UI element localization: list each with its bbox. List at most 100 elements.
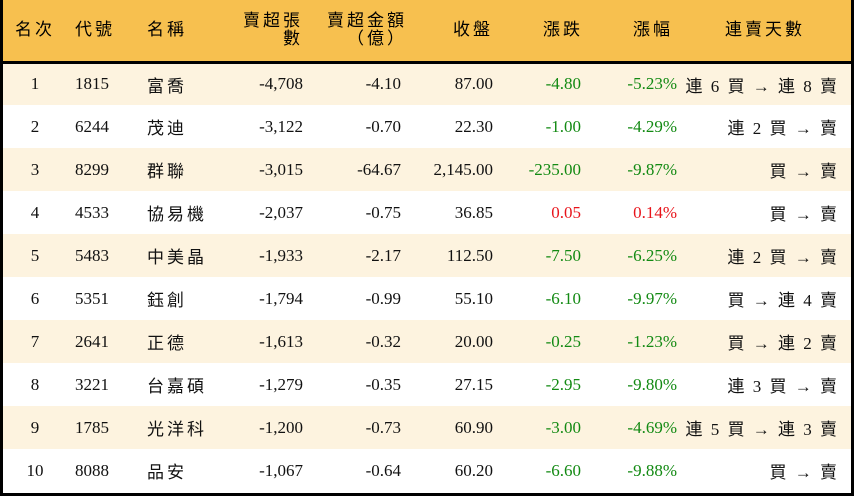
change-cell: -235.00	[528, 159, 581, 179]
rank-cell: 6	[30, 288, 40, 308]
change-cell: -3.00	[545, 417, 581, 437]
change-pct-cell: -1.23%	[627, 331, 677, 351]
table-row: 9 1785 光洋科 -1,200 -0.73 60.90 -3.00 -4.6…	[3, 406, 851, 449]
code-cell: 4533	[75, 202, 109, 222]
table-row: 8 3221 台嘉碩 -1,279 -0.35 27.15 -2.95 -9.8…	[3, 363, 851, 406]
name-cell: 茂迪	[147, 119, 187, 138]
table-row: 5 5483 中美晶 -1,933 -2.17 112.50 -7.50 -6.…	[3, 234, 851, 277]
name-cell: 群聯	[147, 162, 187, 181]
net-sell-lots-cell: -1,067	[259, 460, 303, 480]
net-sell-amount-cell: -2.17	[365, 245, 401, 265]
name-cell: 中美晶	[147, 248, 207, 267]
code-cell: 5351	[75, 288, 109, 308]
name-cell: 富喬	[147, 76, 187, 96]
streak-cell: 買 → 連 2 賣	[727, 334, 839, 353]
code-cell: 8299	[75, 159, 109, 179]
change-cell: -4.80	[545, 74, 581, 94]
change-cell: -1.00	[545, 116, 581, 136]
net-sell-amount-cell: -0.73	[365, 417, 401, 437]
close-cell: 55.10	[454, 288, 493, 308]
net-sell-lots-cell: -3,122	[259, 116, 303, 136]
streak-cell: 買 → 連 4 賣	[727, 291, 839, 310]
table-header-row: 名次 代號 名稱 賣超張數 賣超金額 （億） 收盤 漲跌 漲幅 連賣天數	[3, 0, 851, 64]
change-pct-cell: -9.97%	[627, 288, 677, 308]
change-pct-cell: -4.69%	[627, 417, 677, 437]
table-row: 3 8299 群聯 -3,015 -64.67 2,145.00 -235.00…	[3, 148, 851, 191]
net-sell-lots-cell: -4,708	[259, 74, 303, 94]
close-cell: 60.90	[454, 417, 493, 437]
net-sell-amount-cell: -0.75	[365, 202, 401, 222]
net-sell-lots-cell: -1,200	[259, 417, 303, 437]
net-sell-amount-cell: -0.70	[365, 116, 401, 136]
net-sell-lots-cell: -2,037	[259, 202, 303, 222]
streak-cell: 買 → 賣	[769, 463, 839, 482]
rank-cell: 4	[30, 202, 40, 222]
streak-cell: 連 2 買 → 賣	[727, 119, 839, 138]
header-change-pct: 漲幅	[589, 0, 679, 64]
streak-cell: 連 5 買 → 連 3 賣	[685, 420, 839, 439]
header-net-sell-amount: 賣超金額 （億）	[309, 0, 409, 64]
net-sell-amount-cell: -0.64	[365, 460, 401, 480]
table-row: 4 4533 協易機 -2,037 -0.75 36.85 0.05 0.14%…	[3, 191, 851, 234]
close-cell: 60.20	[454, 460, 493, 480]
streak-cell: 連 3 買 → 賣	[727, 377, 839, 396]
net-sell-lots-cell: -3,015	[259, 159, 303, 179]
header-streak: 連賣天數	[679, 0, 851, 64]
table-row: 6 5351 鈺創 -1,794 -0.99 55.10 -6.10 -9.97…	[3, 277, 851, 320]
change-cell: -7.50	[545, 245, 581, 265]
header-rank: 名次	[3, 0, 67, 64]
rank-cell: 5	[30, 245, 40, 265]
header-close: 收盤	[409, 0, 499, 64]
header-name: 名稱	[137, 0, 227, 64]
table-row: 10 8088 品安 -1,067 -0.64 60.20 -6.60 -9.8…	[3, 449, 851, 492]
code-cell: 2641	[75, 331, 109, 351]
change-pct-cell: -9.88%	[627, 460, 677, 480]
streak-cell: 買 → 賣	[769, 205, 839, 224]
change-pct-cell: -9.87%	[627, 159, 677, 179]
code-cell: 5483	[75, 245, 109, 265]
net-sell-lots-cell: -1,794	[259, 288, 303, 308]
close-cell: 22.30	[454, 116, 493, 136]
name-cell: 光洋科	[147, 420, 207, 439]
net-sell-lots-cell: -1,613	[259, 331, 303, 351]
change-cell: -6.10	[545, 288, 581, 308]
code-cell: 1785	[75, 417, 109, 437]
change-pct-cell: -5.23%	[627, 74, 677, 94]
net-sell-amount-cell: -64.67	[357, 159, 401, 179]
name-cell: 協易機	[147, 205, 207, 224]
code-cell: 3221	[75, 374, 109, 394]
header-code: 代號	[67, 0, 137, 64]
rank-cell: 1	[30, 74, 40, 94]
table-row: 7 2641 正德 -1,613 -0.32 20.00 -0.25 -1.23…	[3, 320, 851, 363]
name-cell: 品安	[147, 463, 187, 482]
table-row: 2 6244 茂迪 -3,122 -0.70 22.30 -1.00 -4.29…	[3, 105, 851, 148]
name-cell: 正德	[147, 334, 187, 353]
change-pct-cell: -6.25%	[627, 245, 677, 265]
net-sell-amount-cell: -0.32	[365, 331, 401, 351]
net-sell-amount-cell: -4.10	[365, 74, 401, 94]
change-cell: -6.60	[545, 460, 581, 480]
rank-cell: 9	[30, 417, 40, 437]
close-cell: 2,145.00	[433, 159, 494, 179]
header-net-sell-lots: 賣超張數	[227, 0, 309, 64]
change-cell: 0.05	[551, 202, 581, 222]
rank-cell: 10	[26, 460, 44, 480]
net-sell-amount-cell: -0.99	[365, 288, 401, 308]
close-cell: 20.00	[454, 331, 493, 351]
rank-cell: 7	[30, 331, 40, 351]
change-cell: -0.25	[545, 331, 581, 351]
change-pct-cell: -4.29%	[627, 116, 677, 136]
net-sell-lots-cell: -1,279	[259, 374, 303, 394]
close-cell: 112.50	[446, 245, 493, 265]
name-cell: 鈺創	[147, 291, 187, 310]
code-cell: 1815	[75, 74, 109, 94]
close-cell: 36.85	[454, 202, 493, 222]
change-pct-cell: 0.14%	[633, 202, 677, 222]
change-pct-cell: -9.80%	[627, 374, 677, 394]
name-cell: 台嘉碩	[147, 377, 207, 396]
rank-cell: 3	[30, 159, 40, 179]
header-net-sell-amount-line1: 賣超金額	[327, 11, 407, 31]
net-sell-ranking-table: 名次 代號 名稱 賣超張數 賣超金額 （億） 收盤 漲跌 漲幅 連賣天數 1 1…	[3, 0, 851, 492]
close-cell: 87.00	[454, 74, 493, 94]
